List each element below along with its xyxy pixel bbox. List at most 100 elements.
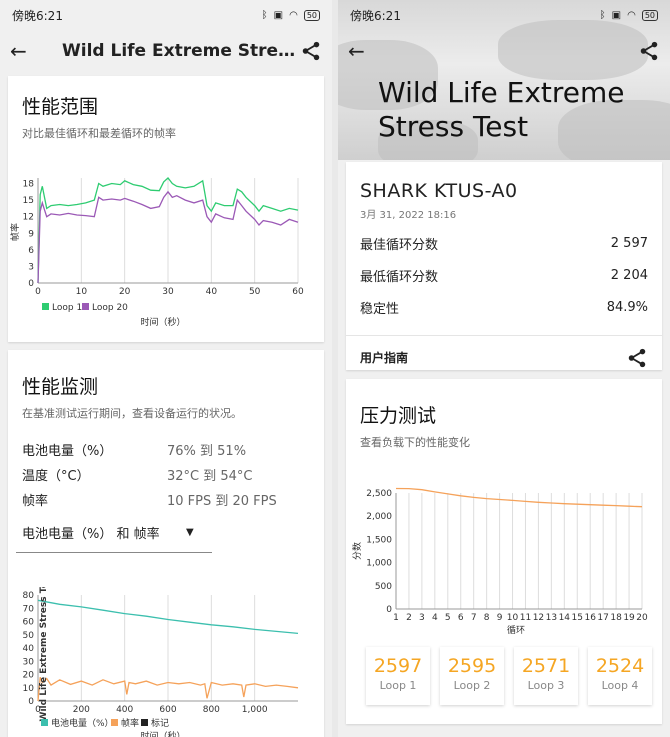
legend-label: Loop 20: [92, 303, 128, 313]
performance-monitor-card: 性能监测 在基准测试运行期间，查看设备运行的状况。 电池电量（%） 76% 到 5…: [8, 350, 324, 737]
stress-test-card: 压力测试 查看负载下的性能变化 1 2 3 4 5 6 7 8 9 10 11 12 13 14 15 16 1…: [346, 379, 662, 724]
sim-icon: ▣: [611, 9, 622, 21]
x-tick-label: 4: [432, 613, 438, 623]
x-tick-label: 600: [159, 705, 176, 715]
sim-icon: ▣: [273, 9, 284, 21]
legend-swatch: [111, 719, 118, 726]
score-row: 最佳循环分数 2 597: [360, 235, 648, 253]
x-tick-label: 12: [533, 613, 544, 623]
series-line: [395, 487, 643, 508]
legend-swatch: [42, 303, 49, 310]
x-tick-label: 50: [249, 287, 261, 297]
app-bar: ← Wild Life Extreme Stress Test: [0, 30, 332, 72]
loop-score-card: 2597 Loop 1: [366, 647, 430, 705]
x-axis-label: 时间（秒）: [140, 730, 185, 737]
legend-label: Loop 1: [52, 303, 82, 313]
y-tick-label: 40: [23, 644, 35, 654]
x-tick-label: 400: [116, 705, 133, 715]
y-tick-label: 0: [386, 605, 392, 615]
performance-range-card: 性能范围 对比最佳循环和最差循环的帧率 0 10 20 30 40 50 60 0 3 6 9 12 1…: [8, 76, 324, 342]
status-time: 傍晚6:21: [350, 8, 401, 23]
legend-swatch: [41, 719, 48, 726]
app-bar: ←: [338, 30, 670, 72]
x-tick-label: 40: [206, 287, 218, 297]
left-screen: 傍晚6:21 ᛒ ▣ ◠ 50 ← Wild Life Extreme Stre…: [0, 0, 332, 737]
x-tick-label: 18: [610, 613, 622, 623]
x-axis-label: 循环: [507, 624, 525, 636]
score-row: 稳定性 84.9%: [360, 299, 648, 317]
x-tick-label: 1,000: [242, 705, 268, 715]
x-tick-label: 6: [458, 613, 464, 623]
x-tick-label: 60: [292, 287, 304, 297]
y-tick-label: 3: [28, 262, 34, 272]
stress-subtitle: 查看负载下的性能变化: [360, 436, 470, 449]
page-title: Wild Life Extreme Stress Test: [62, 41, 300, 61]
y-tick-label: 80: [23, 591, 35, 601]
y-tick-label: 20: [23, 671, 35, 681]
x-tick-label: 200: [73, 705, 90, 715]
x-tick-label: 8: [484, 613, 490, 623]
series-line: [37, 190, 299, 284]
x-tick-label: 5: [445, 613, 451, 623]
back-arrow-icon[interactable]: ←: [10, 39, 27, 63]
y-tick-label: 0: [28, 697, 34, 707]
user-guide-link[interactable]: 用户指南: [360, 351, 409, 365]
result-card: SHARK KTUS-A0 3月 31, 2022 18:16 最佳循环分数 2 …: [346, 162, 662, 370]
share-icon[interactable]: [626, 347, 648, 369]
y-tick-label: 1,000: [366, 559, 392, 569]
y-tick-label: 0: [28, 279, 34, 289]
x-tick-label: 13: [546, 613, 557, 623]
user-guide-row[interactable]: 用户指南: [346, 335, 662, 379]
x-tick-label: 19: [623, 613, 635, 623]
score-row: 最低循环分数 2 204: [360, 267, 648, 285]
stress-chart: 1 2 3 4 5 6 7 8 9 10 11 12 13 14 15 16 17 18 19 2005001,000…: [351, 487, 648, 636]
y-tick-label: 12: [23, 213, 34, 223]
dropdown-arrow-icon: ▼: [186, 527, 194, 538]
x-tick-label: 1: [393, 613, 399, 623]
stat-row: 帧率 10 FPS 到 20 FPS: [22, 494, 277, 509]
x-tick-label: 7: [471, 613, 477, 623]
series-line: [37, 177, 299, 284]
y-tick-label: 9: [28, 229, 34, 239]
x-tick-label: 3: [419, 613, 425, 623]
loop-score-card: 2595 Loop 2: [440, 647, 504, 705]
stat-row: 温度（°C） 32°C 到 54°C: [22, 469, 253, 484]
x-tick-label: 0: [35, 705, 41, 715]
range-title: 性能范围: [22, 96, 99, 118]
battery-icon: 50: [303, 9, 320, 21]
stat-row: 电池电量（%） 76% 到 51%: [22, 444, 247, 459]
wifi-icon: ◠: [289, 9, 298, 21]
right-screen: Wild Life Extreme Stress Test 傍晚6:21 ᛒ ▣…: [338, 0, 670, 737]
legend-label: 帧率: [121, 717, 139, 729]
y-tick-label: 15: [23, 196, 34, 206]
y-tick-label: 2,000: [366, 512, 392, 522]
y-tick-label: 60: [23, 618, 35, 628]
stress-title: 压力测试: [360, 405, 437, 427]
x-tick-label: 30: [162, 287, 174, 297]
bluetooth-icon: ᛒ: [261, 9, 268, 21]
metric-dropdown[interactable]: 电池电量（%） 和 帧率 ▼: [16, 513, 212, 553]
wifi-icon: ◠: [627, 9, 636, 21]
share-icon[interactable]: [638, 40, 660, 62]
y-tick-label: 500: [375, 582, 392, 592]
y-tick-label: 10: [23, 684, 35, 694]
status-time: 傍晚6:21: [12, 8, 63, 23]
x-tick-label: 10: [507, 613, 519, 623]
y-axis-label: 帧率: [9, 223, 21, 241]
x-tick-label: 0: [35, 287, 41, 297]
hero-banner: Wild Life Extreme Stress Test: [338, 0, 670, 160]
loop-score-card: 2571 Loop 3: [514, 647, 578, 705]
test-date: 3月 31, 2022 18:16: [360, 210, 457, 221]
share-icon[interactable]: [300, 40, 322, 62]
x-tick-label: 20: [119, 287, 131, 297]
status-bar: 傍晚6:21 ᛒ ▣ ◠ 50: [338, 0, 670, 30]
x-tick-label: 2: [406, 613, 412, 623]
back-arrow-icon[interactable]: ←: [348, 39, 365, 63]
y-tick-label: 50: [23, 631, 35, 641]
x-tick-label: 9: [497, 613, 503, 623]
range-subtitle: 对比最佳循环和最差循环的帧率: [22, 127, 176, 140]
series-line: [37, 599, 299, 635]
series-line: [37, 676, 299, 702]
x-tick-label: 17: [597, 613, 608, 623]
monitor-chart: 0 200 400 600 800 1,000 0 10 20 30 40 50 60 70 80 Wild …: [23, 587, 299, 737]
